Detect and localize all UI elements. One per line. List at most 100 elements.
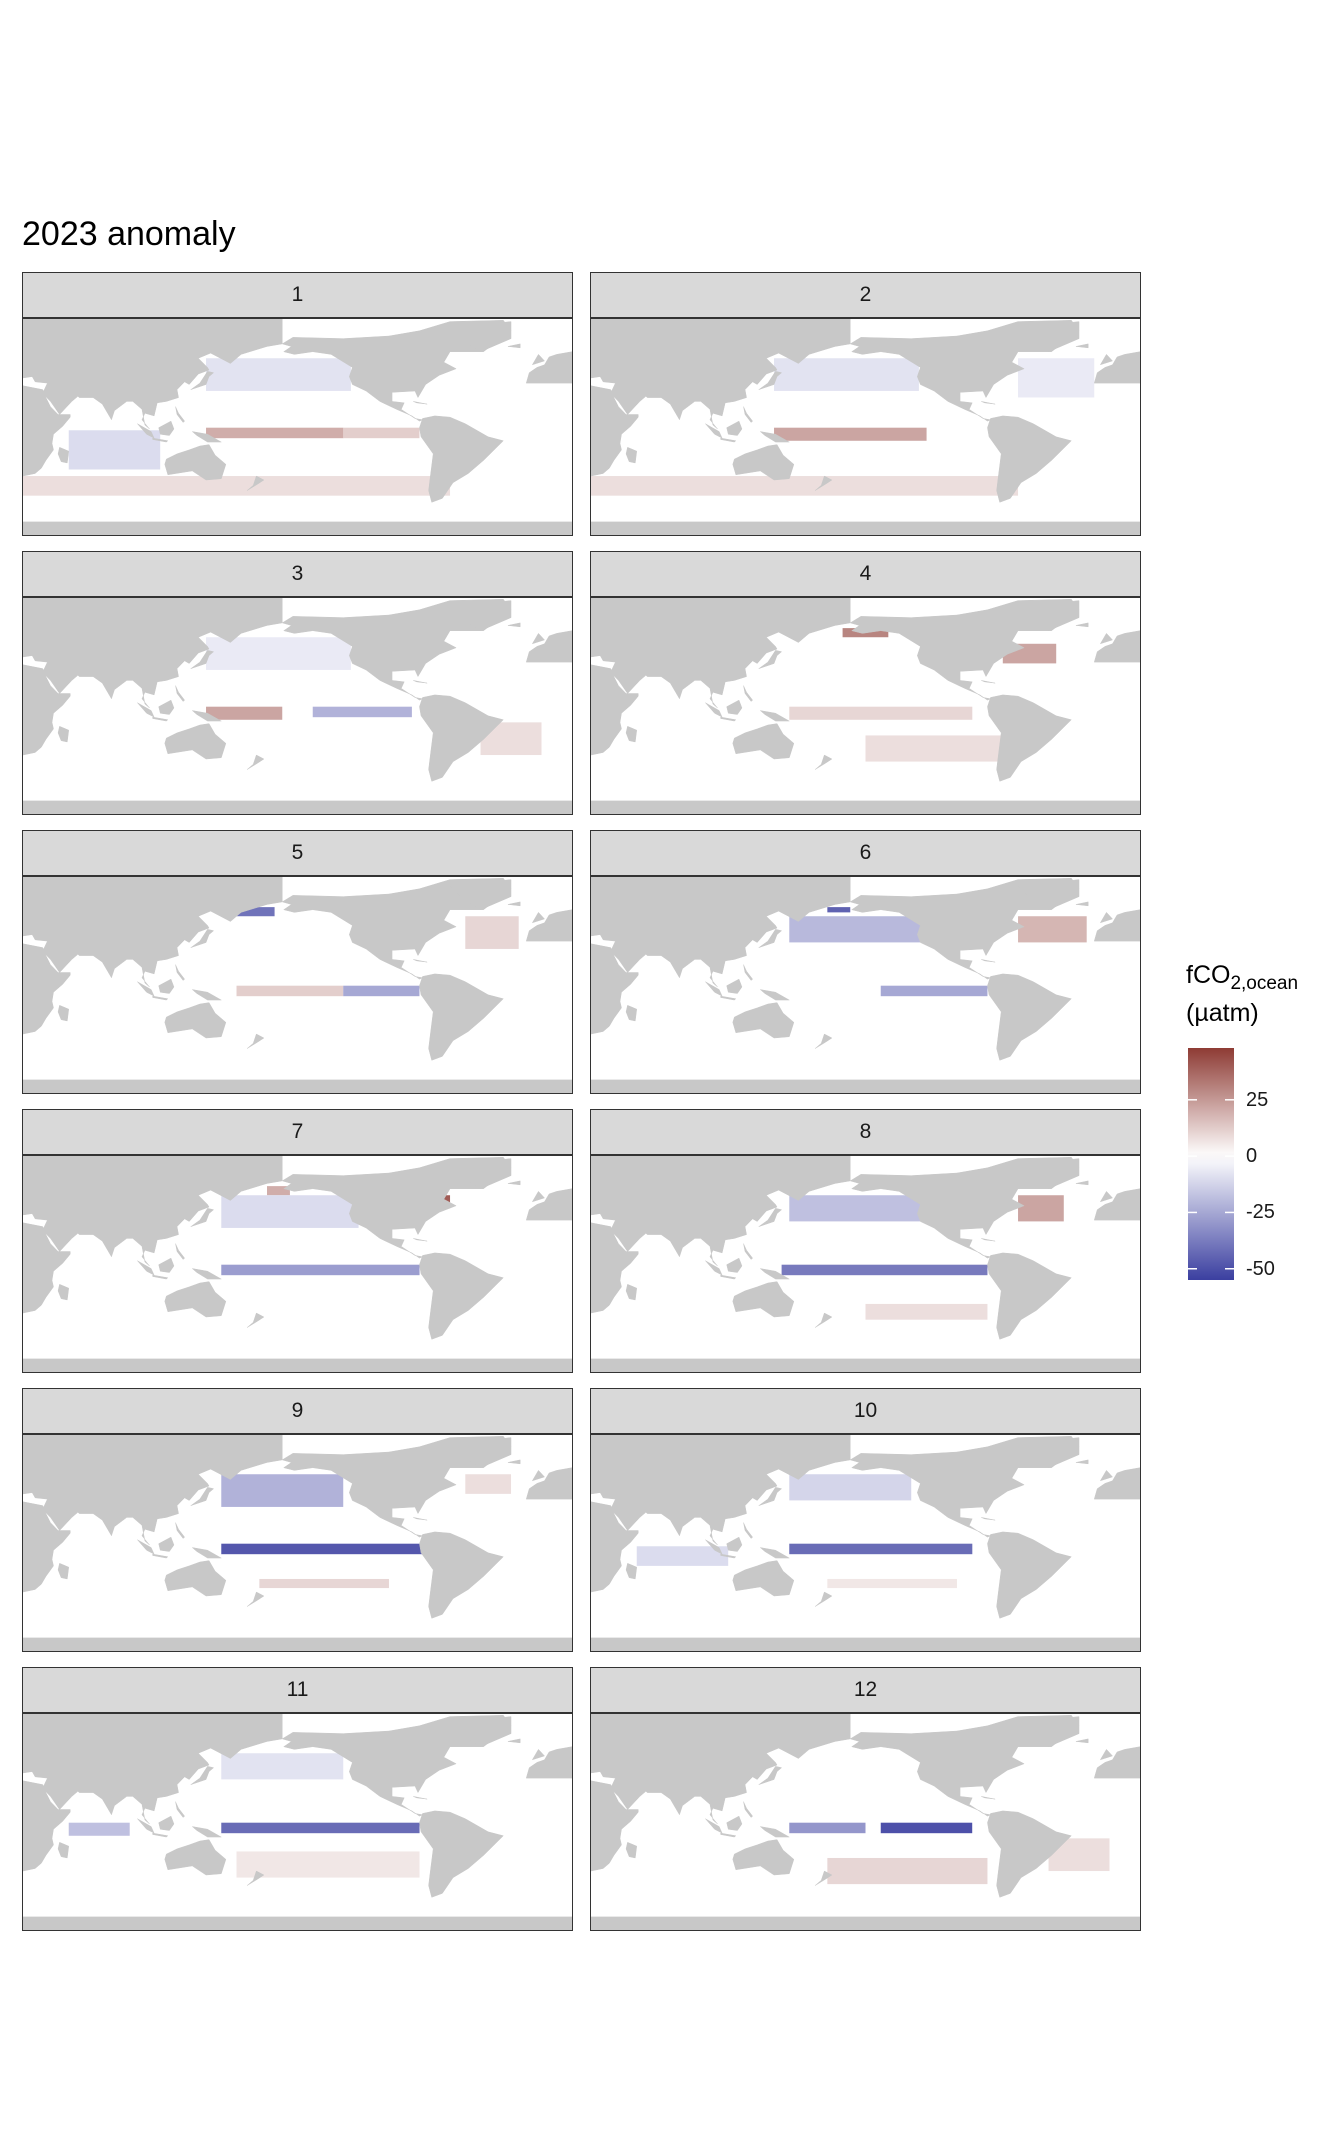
land-polygon — [759, 1547, 791, 1559]
land-polygon — [815, 1870, 833, 1886]
land-polygon — [726, 1536, 743, 1552]
anomaly-cell — [236, 985, 344, 997]
land-polygon — [507, 901, 521, 907]
land-polygon — [759, 989, 791, 1001]
land-polygon — [413, 1796, 428, 1800]
land-polygon — [758, 1208, 783, 1227]
facet-strip-label: 12 — [590, 1667, 1141, 1713]
land-polygon — [759, 710, 791, 722]
land-polygon — [281, 1436, 512, 1538]
land-polygon — [137, 1260, 155, 1276]
land-polygon — [758, 1766, 783, 1785]
land-polygon — [152, 1274, 169, 1280]
land-polygon — [23, 319, 283, 430]
facet-panel-month-10: 10 — [590, 1388, 1141, 1652]
land-polygon — [849, 1715, 1080, 1817]
land-polygon — [191, 1547, 223, 1559]
land-polygon — [1099, 632, 1113, 645]
anomaly-cell — [1018, 1195, 1064, 1222]
land-polygon — [987, 415, 1072, 503]
land-polygon — [720, 1553, 737, 1559]
anomaly-map-svg — [23, 1714, 572, 1930]
facet-panel-month-11: 11 — [22, 1667, 573, 1931]
land-polygon — [1099, 1190, 1113, 1203]
land-polygon — [1017, 321, 1080, 352]
anomaly-cell — [1018, 916, 1087, 943]
anomaly-cell — [68, 1822, 130, 1836]
land-polygon — [449, 1716, 512, 1747]
anomaly-map-svg — [591, 1435, 1140, 1651]
facet-strip-label: 6 — [590, 830, 1141, 876]
land-polygon — [743, 964, 753, 981]
anomaly-cell — [221, 1264, 420, 1276]
land-polygon — [247, 1591, 265, 1607]
land-polygon — [247, 475, 265, 491]
land-polygon — [849, 1436, 1080, 1538]
legend-tick-label: 25 — [1246, 1088, 1269, 1111]
legend-title-main: fCO — [1186, 961, 1231, 989]
land-polygon — [758, 929, 783, 948]
anomaly-map-svg — [23, 1435, 572, 1651]
land-polygon — [507, 622, 521, 628]
land-polygon — [449, 321, 512, 352]
land-polygon — [591, 1501, 639, 1593]
anomaly-cell — [789, 706, 973, 720]
anomaly-cell — [1018, 358, 1095, 398]
anomaly-map-svg — [23, 319, 572, 535]
land-polygon — [981, 401, 996, 405]
land-polygon — [175, 1801, 185, 1818]
land-polygon — [1075, 1180, 1089, 1186]
facet-strip-label: 7 — [22, 1109, 573, 1155]
anomaly-cell — [259, 1578, 389, 1589]
anomaly-cell — [591, 476, 1019, 496]
legend-tick-label: 0 — [1246, 1145, 1258, 1168]
land-polygon — [531, 353, 545, 366]
land-polygon — [137, 981, 155, 997]
land-polygon — [987, 1531, 1072, 1619]
land-polygon — [1099, 1469, 1113, 1482]
legend-colorbar — [1188, 1048, 1234, 1280]
land-polygon — [1075, 343, 1089, 349]
land-polygon — [987, 973, 1072, 1061]
anomaly-cell — [236, 1851, 420, 1878]
land-polygon — [759, 1268, 791, 1280]
land-polygon — [726, 420, 743, 436]
land-polygon — [525, 1188, 572, 1221]
land-polygon — [531, 632, 545, 645]
land-polygon — [705, 1818, 723, 1834]
land-polygon — [175, 685, 185, 702]
land-polygon — [732, 1002, 795, 1039]
anomaly-cell — [865, 1303, 988, 1320]
anomaly-map — [22, 1713, 573, 1931]
facet-panel-month-1: 1 — [22, 272, 573, 536]
facet-panel-month-3: 3 — [22, 551, 573, 815]
land-polygon — [1093, 351, 1140, 384]
land-polygon — [158, 978, 175, 994]
land-polygon — [57, 1004, 70, 1022]
land-polygon — [419, 1810, 504, 1898]
land-polygon — [981, 959, 996, 963]
anomaly-map-svg — [23, 877, 572, 1093]
anomaly-cell — [781, 1264, 988, 1276]
land-polygon — [625, 446, 638, 464]
land-polygon — [1093, 1746, 1140, 1779]
land-polygon — [591, 800, 1140, 814]
land-polygon — [449, 1158, 512, 1189]
land-polygon — [449, 1437, 512, 1468]
land-polygon — [987, 1810, 1072, 1898]
land-polygon — [591, 877, 851, 988]
anomaly-cell — [827, 907, 851, 913]
land-polygon — [732, 1839, 795, 1876]
land-polygon — [190, 371, 215, 390]
anomaly-cell — [636, 1546, 729, 1566]
land-polygon — [137, 423, 155, 439]
land-polygon — [1017, 1437, 1080, 1468]
land-polygon — [759, 431, 791, 443]
land-polygon — [849, 320, 1080, 422]
land-polygon — [531, 911, 545, 924]
land-polygon — [23, 521, 572, 535]
land-polygon — [987, 1252, 1072, 1340]
legend-tick-label: -50 — [1246, 1257, 1275, 1280]
land-polygon — [1075, 1459, 1089, 1465]
land-polygon — [507, 343, 521, 349]
